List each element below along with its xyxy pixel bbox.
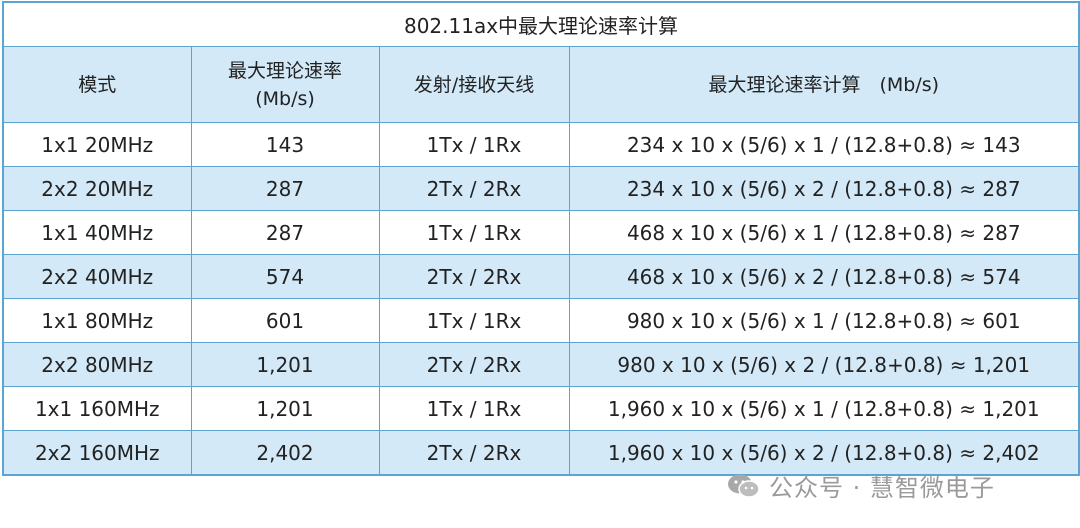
table-row: 2x2 80MHz 1,201 2Tx / 2Rx 980 x 10 x (5/… — [2, 342, 1080, 387]
table-row: 1x1 160MHz 1,201 1Tx / 1Rx 1,960 x 10 x … — [2, 386, 1080, 431]
cell-mode: 2x2 160MHz — [2, 430, 192, 476]
cell-rate: 2,402 — [190, 430, 380, 476]
cell-mode: 1x1 40MHz — [2, 210, 192, 255]
table-row: 1x1 20MHz 143 1Tx / 1Rx 234 x 10 x (5/6)… — [2, 122, 1080, 167]
table-title: 802.11ax中最大理论速率计算 — [2, 1, 1080, 47]
cell-calc: 980 x 10 x (5/6) x 1 / (12.8+0.8) ≈ 601 — [568, 298, 1080, 343]
cell-antennas: 2Tx / 2Rx — [378, 342, 570, 387]
cell-antennas: 1Tx / 1Rx — [378, 386, 570, 431]
header-antennas: 发射/接收天线 — [378, 46, 570, 123]
cell-mode: 2x2 80MHz — [2, 342, 192, 387]
cell-rate: 601 — [190, 298, 380, 343]
watermark-text: 公众号 · 慧智微电子 — [769, 474, 995, 502]
header-calc: 最大理论速率计算 (Mb/s) — [568, 46, 1080, 123]
cell-mode: 2x2 40MHz — [2, 254, 192, 299]
cell-mode: 1x1 80MHz — [2, 298, 192, 343]
header-calc-label: 最大理论速率计算 (Mb/s) — [708, 73, 940, 96]
header-mode-label: 模式 — [78, 73, 117, 96]
header-rate-label: 最大理论速率 — [227, 59, 342, 82]
cell-antennas: 1Tx / 1Rx — [378, 298, 570, 343]
header-row: 模式 最大理论速率 (Mb/s) 发射/接收天线 最大理论速率计算 (Mb/s) — [2, 46, 1080, 123]
watermark: 公众号 · 慧智微电子 — [727, 468, 995, 503]
cell-antennas: 1Tx / 1Rx — [378, 122, 570, 167]
cell-rate: 143 — [190, 122, 380, 167]
rate-table: 802.11ax中最大理论速率计算 模式 最大理论速率 (Mb/s) 发射/接收… — [2, 1, 1080, 476]
table-title-row: 802.11ax中最大理论速率计算 — [2, 1, 1080, 47]
cell-rate: 574 — [190, 254, 380, 299]
header-antennas-label: 发射/接收天线 — [413, 73, 535, 96]
cell-calc: 468 x 10 x (5/6) x 1 / (12.8+0.8) ≈ 287 — [568, 210, 1080, 255]
table-row: 2x2 160MHz 2,402 2Tx / 2Rx 1,960 x 10 x … — [2, 430, 1080, 476]
cell-rate: 287 — [190, 210, 380, 255]
table-row: 1x1 80MHz 601 1Tx / 1Rx 980 x 10 x (5/6)… — [2, 298, 1080, 343]
cell-calc: 1,960 x 10 x (5/6) x 2 / (12.8+0.8) ≈ 2,… — [568, 430, 1080, 476]
cell-calc: 468 x 10 x (5/6) x 2 / (12.8+0.8) ≈ 574 — [568, 254, 1080, 299]
table-row: 1x1 40MHz 287 1Tx / 1Rx 468 x 10 x (5/6)… — [2, 210, 1080, 255]
cell-antennas: 2Tx / 2Rx — [378, 166, 570, 211]
cell-antennas: 2Tx / 2Rx — [378, 254, 570, 299]
cell-calc: 1,960 x 10 x (5/6) x 1 / (12.8+0.8) ≈ 1,… — [568, 386, 1080, 431]
table-row: 2x2 20MHz 287 2Tx / 2Rx 234 x 10 x (5/6)… — [2, 166, 1080, 211]
cell-rate: 1,201 — [190, 386, 380, 431]
table-row: 2x2 40MHz 574 2Tx / 2Rx 468 x 10 x (5/6)… — [2, 254, 1080, 299]
cell-rate: 1,201 — [190, 342, 380, 387]
cell-mode: 1x1 160MHz — [2, 386, 192, 431]
cell-rate: 287 — [190, 166, 380, 211]
header-mode: 模式 — [2, 46, 192, 123]
cell-calc: 234 x 10 x (5/6) x 1 / (12.8+0.8) ≈ 143 — [568, 122, 1080, 167]
wechat-icon — [728, 474, 760, 498]
cell-antennas: 2Tx / 2Rx — [378, 430, 570, 476]
cell-calc: 980 x 10 x (5/6) x 2 / (12.8+0.8) ≈ 1,20… — [568, 342, 1080, 387]
cell-antennas: 1Tx / 1Rx — [378, 210, 570, 255]
cell-calc: 234 x 10 x (5/6) x 2 / (12.8+0.8) ≈ 287 — [568, 166, 1080, 211]
header-rate-unit: (Mb/s) — [255, 87, 315, 110]
cell-mode: 1x1 20MHz — [2, 122, 192, 167]
header-rate: 最大理论速率 (Mb/s) — [190, 46, 380, 123]
cell-mode: 2x2 20MHz — [2, 166, 192, 211]
